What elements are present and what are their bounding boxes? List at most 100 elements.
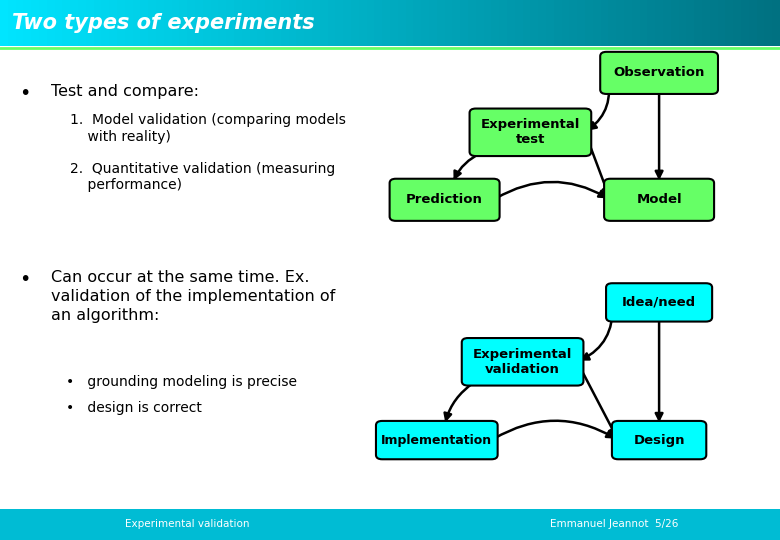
- FancyBboxPatch shape: [389, 179, 499, 221]
- FancyBboxPatch shape: [164, 0, 172, 46]
- Text: 1.  Model validation (comparing models
    with reality): 1. Model validation (comparing models wi…: [70, 113, 346, 144]
- FancyBboxPatch shape: [741, 0, 750, 46]
- Text: Implementation: Implementation: [381, 434, 492, 447]
- FancyBboxPatch shape: [382, 0, 391, 46]
- FancyBboxPatch shape: [725, 0, 734, 46]
- FancyBboxPatch shape: [140, 0, 149, 46]
- FancyBboxPatch shape: [156, 0, 165, 46]
- FancyBboxPatch shape: [546, 0, 555, 46]
- FancyBboxPatch shape: [211, 0, 219, 46]
- Text: Prediction: Prediction: [406, 193, 483, 206]
- FancyBboxPatch shape: [530, 0, 539, 46]
- FancyBboxPatch shape: [772, 0, 780, 46]
- FancyBboxPatch shape: [390, 0, 399, 46]
- FancyBboxPatch shape: [16, 0, 24, 46]
- FancyBboxPatch shape: [437, 0, 445, 46]
- FancyBboxPatch shape: [612, 421, 707, 459]
- FancyBboxPatch shape: [257, 0, 266, 46]
- FancyBboxPatch shape: [289, 0, 297, 46]
- FancyBboxPatch shape: [694, 0, 703, 46]
- FancyBboxPatch shape: [250, 0, 258, 46]
- FancyBboxPatch shape: [468, 0, 477, 46]
- Text: •: •: [20, 84, 31, 103]
- FancyBboxPatch shape: [554, 0, 562, 46]
- FancyBboxPatch shape: [604, 179, 714, 221]
- FancyBboxPatch shape: [109, 0, 118, 46]
- Text: Experimental
test: Experimental test: [480, 118, 580, 146]
- FancyBboxPatch shape: [601, 0, 609, 46]
- FancyBboxPatch shape: [491, 0, 500, 46]
- FancyBboxPatch shape: [376, 421, 498, 459]
- Text: Two types of experiments: Two types of experiments: [12, 13, 314, 33]
- FancyBboxPatch shape: [702, 0, 711, 46]
- FancyBboxPatch shape: [585, 0, 594, 46]
- Text: Emmanuel Jeannot  5/26: Emmanuel Jeannot 5/26: [550, 519, 679, 529]
- FancyBboxPatch shape: [515, 0, 523, 46]
- Text: •: •: [20, 270, 31, 289]
- FancyBboxPatch shape: [686, 0, 695, 46]
- FancyBboxPatch shape: [351, 0, 360, 46]
- Text: Observation: Observation: [613, 66, 705, 79]
- FancyBboxPatch shape: [31, 0, 40, 46]
- FancyBboxPatch shape: [312, 0, 321, 46]
- Text: Can occur at the same time. Ex.
validation of the implementation of
an algorithm: Can occur at the same time. Ex. validati…: [51, 270, 335, 323]
- FancyBboxPatch shape: [429, 0, 438, 46]
- FancyBboxPatch shape: [538, 0, 547, 46]
- FancyBboxPatch shape: [0, 0, 9, 46]
- FancyBboxPatch shape: [39, 0, 48, 46]
- FancyBboxPatch shape: [406, 0, 414, 46]
- FancyBboxPatch shape: [234, 0, 243, 46]
- FancyBboxPatch shape: [117, 0, 126, 46]
- Text: Model: Model: [636, 193, 682, 206]
- FancyBboxPatch shape: [70, 0, 79, 46]
- FancyBboxPatch shape: [55, 0, 63, 46]
- FancyBboxPatch shape: [663, 0, 672, 46]
- Text: Design: Design: [633, 434, 685, 447]
- FancyBboxPatch shape: [671, 0, 679, 46]
- Text: •   design is correct: • design is correct: [66, 401, 202, 415]
- FancyBboxPatch shape: [445, 0, 453, 46]
- FancyBboxPatch shape: [296, 0, 305, 46]
- FancyBboxPatch shape: [655, 0, 664, 46]
- FancyBboxPatch shape: [757, 0, 765, 46]
- Text: Experimental
validation: Experimental validation: [473, 348, 573, 376]
- FancyBboxPatch shape: [562, 0, 570, 46]
- FancyBboxPatch shape: [608, 0, 617, 46]
- FancyBboxPatch shape: [421, 0, 430, 46]
- FancyBboxPatch shape: [0, 509, 780, 540]
- FancyBboxPatch shape: [470, 109, 591, 156]
- FancyBboxPatch shape: [452, 0, 461, 46]
- Text: Test and compare:: Test and compare:: [51, 84, 199, 99]
- Text: Experimental validation: Experimental validation: [125, 519, 250, 529]
- Text: Idea/need: Idea/need: [622, 296, 697, 309]
- FancyBboxPatch shape: [367, 0, 375, 46]
- FancyBboxPatch shape: [764, 0, 773, 46]
- FancyBboxPatch shape: [577, 0, 586, 46]
- FancyBboxPatch shape: [320, 0, 328, 46]
- FancyBboxPatch shape: [125, 0, 133, 46]
- FancyBboxPatch shape: [328, 0, 336, 46]
- FancyBboxPatch shape: [374, 0, 383, 46]
- FancyBboxPatch shape: [265, 0, 274, 46]
- FancyBboxPatch shape: [78, 0, 87, 46]
- FancyBboxPatch shape: [523, 0, 531, 46]
- FancyBboxPatch shape: [616, 0, 625, 46]
- FancyBboxPatch shape: [476, 0, 484, 46]
- FancyBboxPatch shape: [343, 0, 352, 46]
- FancyBboxPatch shape: [647, 0, 656, 46]
- FancyBboxPatch shape: [632, 0, 640, 46]
- FancyBboxPatch shape: [484, 0, 492, 46]
- FancyBboxPatch shape: [606, 283, 712, 322]
- FancyBboxPatch shape: [148, 0, 157, 46]
- FancyBboxPatch shape: [398, 0, 406, 46]
- FancyBboxPatch shape: [335, 0, 344, 46]
- FancyBboxPatch shape: [133, 0, 141, 46]
- FancyBboxPatch shape: [569, 0, 578, 46]
- FancyBboxPatch shape: [203, 0, 211, 46]
- FancyBboxPatch shape: [679, 0, 687, 46]
- FancyBboxPatch shape: [218, 0, 227, 46]
- FancyBboxPatch shape: [86, 0, 94, 46]
- FancyBboxPatch shape: [47, 0, 55, 46]
- FancyBboxPatch shape: [62, 0, 71, 46]
- FancyBboxPatch shape: [281, 0, 289, 46]
